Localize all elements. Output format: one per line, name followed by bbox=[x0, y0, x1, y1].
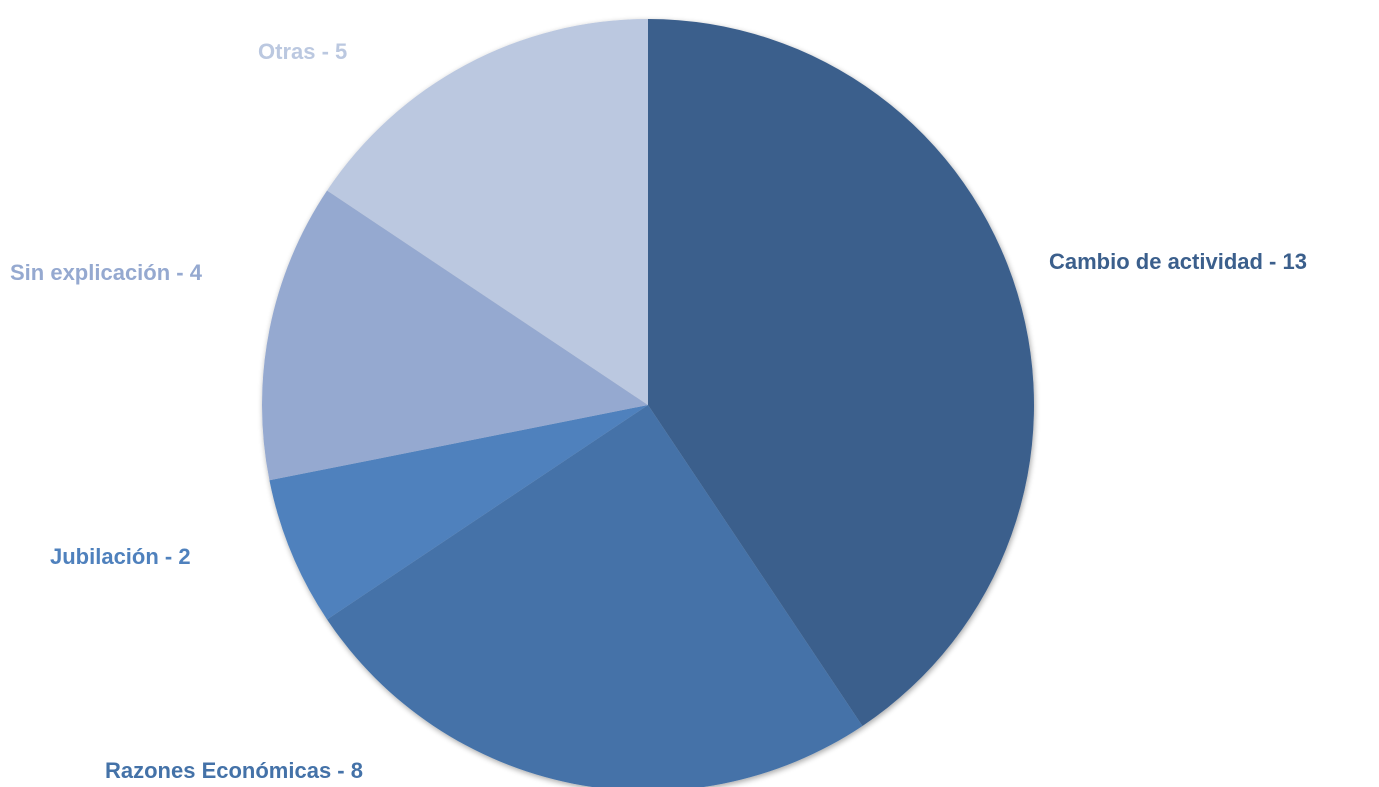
label-otras: Otras - 5 bbox=[258, 39, 347, 64]
slice-jubilacion bbox=[269, 405, 648, 620]
pie-slices bbox=[262, 19, 1035, 787]
slice-otras bbox=[327, 19, 648, 405]
slice-razones-economicas bbox=[327, 405, 863, 787]
pie-labels: Cambio de actividad - 13 Razones Económic… bbox=[10, 39, 1307, 783]
label-razones-economicas: Razones Económicas - 8 bbox=[105, 758, 363, 783]
label-cambio-de-actividad: Cambio de actividad - 13 bbox=[1049, 249, 1307, 274]
label-jubilacion: Jubilación - 2 bbox=[50, 544, 191, 569]
label-sin-explicacion: Sin explicación - 4 bbox=[10, 260, 203, 285]
slice-cambio-de-actividad bbox=[648, 19, 1035, 726]
slice-sin-explicacion bbox=[262, 190, 648, 481]
